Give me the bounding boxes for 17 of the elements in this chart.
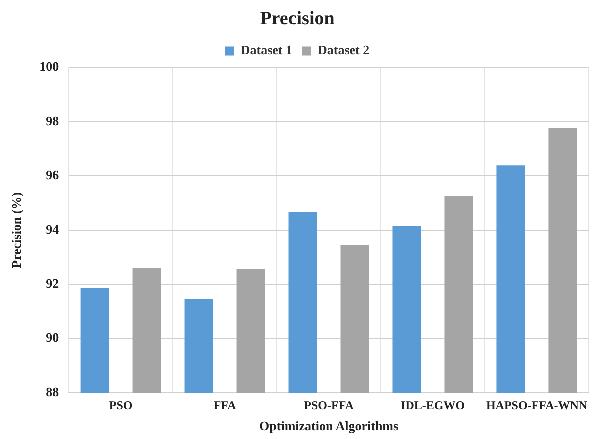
y-tick-label: 98	[46, 113, 60, 128]
y-tick-label: 100	[40, 59, 60, 74]
chart-title: Precision	[260, 8, 336, 30]
x-tick-label: PSO-FFA	[304, 398, 354, 412]
legend-label: Dataset 1	[240, 42, 293, 58]
x-tick-label: PSO	[109, 398, 133, 412]
x-axis-title: Optimization Algorithms	[260, 418, 399, 434]
y-tick-label: 96	[46, 168, 60, 183]
x-tick-label: IDL-EGWO	[401, 398, 466, 412]
y-tick-label: 92	[46, 276, 60, 291]
x-tick-label: FFA	[214, 398, 237, 412]
y-tick-label: 94	[46, 222, 60, 237]
y-tick-label: 90	[46, 330, 60, 346]
x-tick-label: HAPSO-FFA-WNN	[486, 398, 588, 412]
y-tick-label: 88	[46, 384, 60, 400]
y-axis-title: Precision (%)	[9, 192, 24, 268]
legend-label: Dataset 2	[318, 42, 370, 58]
